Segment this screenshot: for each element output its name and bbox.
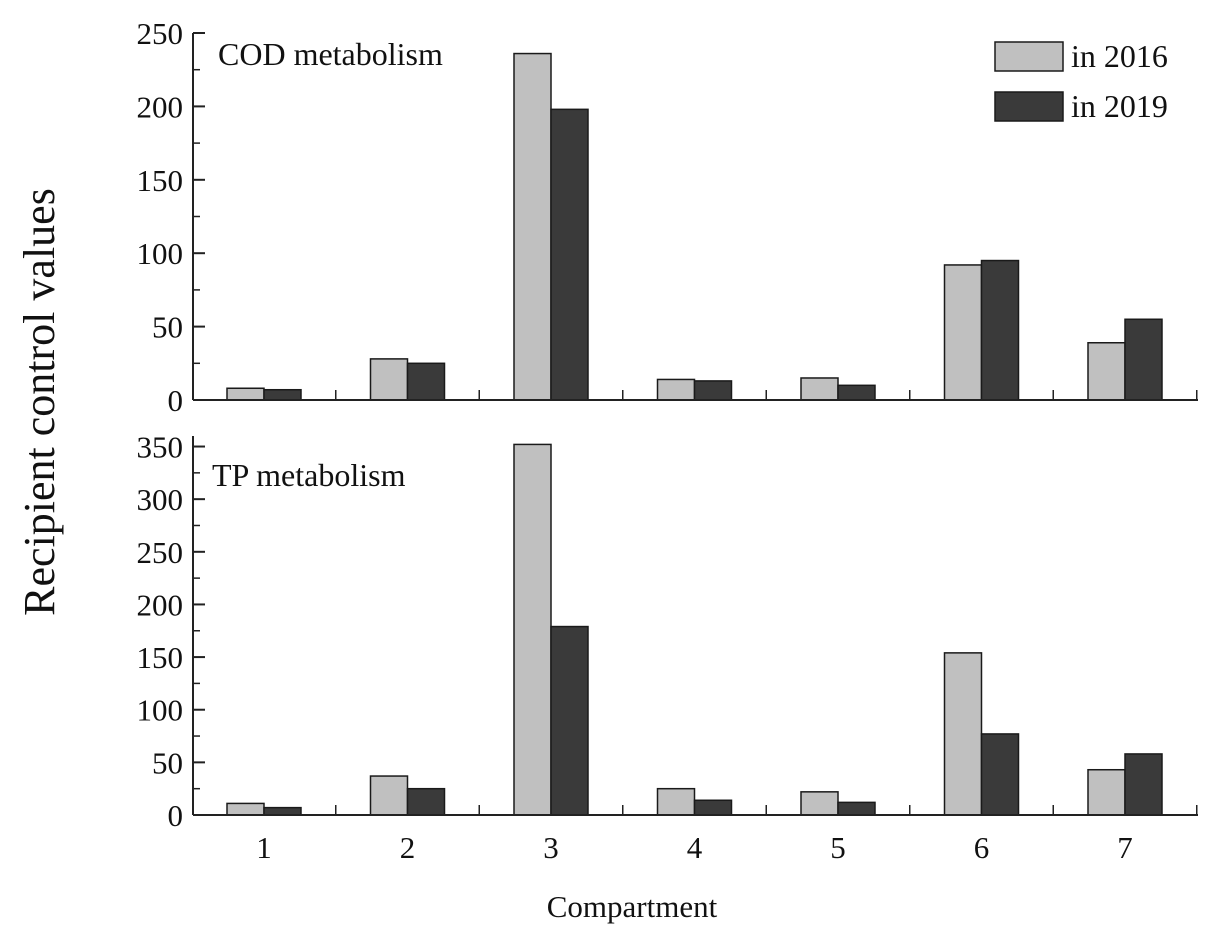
- bar-cod-in-2016-compartment-4: [656, 378, 696, 401]
- bar-cod-in-2016-compartment-2: [369, 358, 409, 401]
- y-tick-label-cod-0: 0: [168, 383, 184, 418]
- y-tick-label-cod-100: 100: [137, 236, 184, 271]
- bar-tp-in-2019-compartment-7: [1124, 753, 1163, 816]
- bar-cod-in-2016-compartment-1: [226, 387, 265, 401]
- x-tick-label-6: 6: [974, 830, 990, 865]
- bar-cod-in-2019-compartment-5: [837, 384, 876, 401]
- legend-label-2019: in 2019: [1071, 88, 1168, 124]
- y-tick-label-cod-150: 150: [137, 163, 184, 198]
- y-axis-title: Recipient control values: [15, 188, 64, 616]
- bar-tp-in-2016-compartment-1: [226, 802, 265, 816]
- y-tick-label-cod-50: 50: [152, 310, 183, 345]
- y-tick-label-tp-0: 0: [168, 798, 184, 833]
- bar-cod-in-2016-compartment-6: [943, 264, 983, 401]
- tp-panel: 0 50 100 150 200 250 300 350 TP metabolism 1 2 3 4 5 6…: [137, 430, 1198, 865]
- y-tick-label-tp-50: 50: [152, 745, 183, 780]
- bar-cod-in-2019-compartment-3: [550, 108, 589, 401]
- bar-tp-in-2016-compartment-3: [513, 443, 552, 816]
- x-tick-label-4: 4: [687, 830, 703, 865]
- x-tick-label-1: 1: [256, 830, 272, 865]
- y-tick-label-cod-250: 250: [137, 16, 184, 51]
- bar-tp-in-2016-compartment-5: [800, 791, 839, 816]
- y-tick-label-tp-200: 200: [137, 587, 184, 622]
- x-tick-label-3: 3: [543, 830, 559, 865]
- x-tick-label-2: 2: [400, 830, 416, 865]
- bar-tp-in-2016-compartment-6: [943, 652, 983, 816]
- x-tick-label-7: 7: [1117, 830, 1133, 865]
- bar-cod-in-2016-compartment-3: [513, 52, 552, 401]
- legend-swatch-2016: [994, 41, 1064, 72]
- legend: in 2016 in 2019: [994, 38, 1168, 124]
- y-tick-label-cod-200: 200: [137, 89, 184, 124]
- y-tick-label-tp-150: 150: [137, 640, 184, 675]
- bar-cod-in-2016-compartment-7: [1087, 341, 1126, 401]
- bar-tp-in-2019-compartment-4: [693, 799, 733, 816]
- bar-tp-in-2016-compartment-2: [369, 775, 409, 816]
- bar-cod-in-2019-compartment-4: [693, 380, 733, 401]
- bar-tp-in-2019-compartment-5: [837, 801, 876, 816]
- bar-cod-in-2019-compartment-7: [1124, 318, 1163, 401]
- x-tick-label-5: 5: [830, 830, 846, 865]
- legend-swatch-2019: [994, 91, 1064, 122]
- y-tick-label-tp-250: 250: [137, 535, 184, 570]
- legend-label-2016: in 2016: [1071, 38, 1168, 74]
- panel-title-tp: TP metabolism: [212, 457, 406, 493]
- bar-tp-in-2019-compartment-2: [406, 787, 446, 816]
- bar-cod-in-2019-compartment-6: [980, 259, 1020, 401]
- bar-tp-in-2019-compartment-3: [550, 625, 589, 816]
- y-tick-label-tp-100: 100: [137, 693, 184, 728]
- bar-tp-in-2016-compartment-4: [656, 787, 696, 816]
- bar-cod-in-2016-compartment-5: [800, 377, 839, 401]
- x-axis-title: Compartment: [547, 889, 718, 924]
- panel-title-cod: COD metabolism: [218, 36, 443, 72]
- bar-cod-in-2019-compartment-2: [406, 362, 446, 401]
- bar-tp-in-2019-compartment-6: [980, 733, 1020, 816]
- y-tick-label-tp-300: 300: [137, 482, 184, 517]
- bar-tp-in-2016-compartment-7: [1087, 768, 1126, 816]
- cod-panel: 0 50 100 150 200 250 COD metabolism: [137, 16, 1198, 418]
- y-tick-label-tp-350: 350: [137, 430, 184, 465]
- bar-cod-in-2019-compartment-1: [263, 388, 302, 401]
- bar-tp-in-2019-compartment-1: [263, 806, 302, 816]
